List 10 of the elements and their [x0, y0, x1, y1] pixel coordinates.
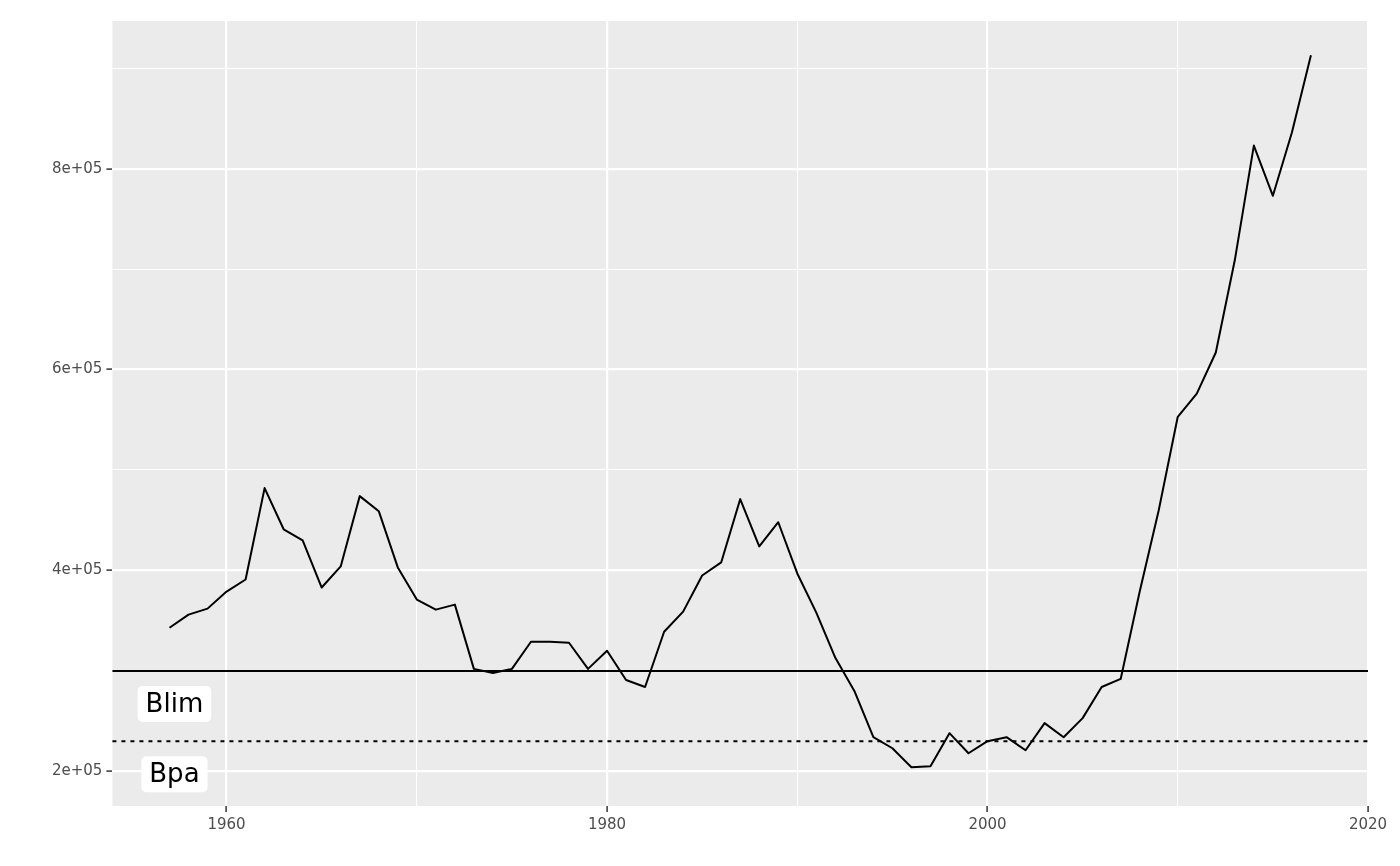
x-tick-label: 1960 [207, 814, 246, 833]
y-tick-label: 6e+05 [51, 359, 103, 378]
ref-line-label: Blim [145, 687, 204, 718]
y-tick-label: 8e+05 [51, 158, 103, 177]
ref-line-label: Bpa [149, 757, 200, 788]
x-tick-label: 2000 [968, 814, 1007, 833]
x-tick-label: 2020 [1348, 814, 1388, 833]
y-tick-label: 4e+05 [51, 560, 103, 579]
x-tick-label: 1980 [587, 814, 627, 833]
y-tick-label: 2e+05 [51, 761, 103, 780]
